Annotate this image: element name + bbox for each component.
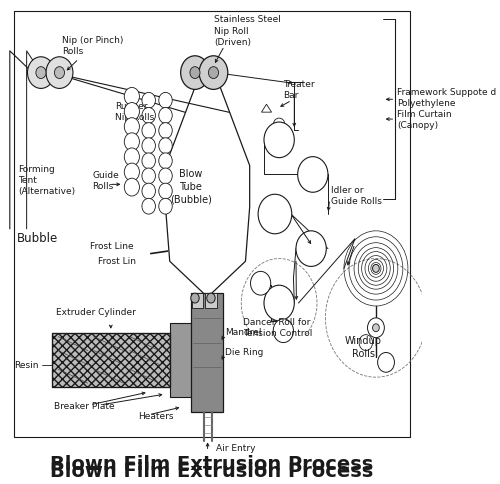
Text: Windup
Rolls: Windup Rolls — [345, 336, 382, 359]
Circle shape — [124, 88, 140, 105]
Circle shape — [159, 92, 172, 108]
Text: Resin: Resin — [14, 361, 38, 370]
Bar — [52, 333, 170, 387]
Circle shape — [142, 122, 156, 138]
Circle shape — [142, 168, 156, 184]
Circle shape — [190, 67, 200, 78]
Bar — [170, 323, 195, 397]
Circle shape — [372, 324, 380, 332]
Text: Frost Lin: Frost Lin — [98, 257, 136, 266]
Circle shape — [250, 272, 270, 295]
Bar — [191, 293, 222, 412]
Circle shape — [124, 103, 140, 121]
Circle shape — [258, 194, 292, 234]
Circle shape — [159, 183, 172, 199]
Circle shape — [296, 231, 326, 266]
Circle shape — [180, 56, 210, 90]
Text: Rubber
Nip Rolls: Rubber Nip Rolls — [115, 102, 154, 122]
Circle shape — [142, 183, 156, 199]
Text: Extruder Cylinder: Extruder Cylinder — [56, 308, 136, 318]
Text: Treater
Bar: Treater Bar — [284, 80, 315, 101]
Text: Blown Film Extrusion Process: Blown Film Extrusion Process — [50, 462, 374, 481]
Circle shape — [159, 107, 172, 123]
Text: Breaker Plate: Breaker Plate — [54, 402, 114, 411]
Bar — [52, 333, 170, 387]
Circle shape — [159, 122, 172, 138]
Circle shape — [264, 122, 294, 158]
Circle shape — [372, 264, 380, 272]
Text: Frost Line: Frost Line — [90, 242, 134, 251]
Circle shape — [124, 118, 140, 136]
Text: Blown Film Extrusion Process: Blown Film Extrusion Process — [50, 454, 374, 474]
Circle shape — [199, 56, 228, 90]
Circle shape — [378, 352, 394, 372]
Circle shape — [124, 133, 140, 151]
Circle shape — [46, 57, 73, 89]
Circle shape — [124, 163, 140, 181]
Circle shape — [207, 293, 215, 303]
Text: Mandrel: Mandrel — [226, 328, 262, 337]
Circle shape — [264, 285, 294, 321]
Text: Framework Suppote d
Polyethylene
Film Curtain
(Canopy): Framework Suppote d Polyethylene Film Cu… — [398, 88, 496, 130]
Circle shape — [368, 318, 384, 338]
Text: Dancer Roll for
Tension Control: Dancer Roll for Tension Control — [243, 318, 312, 338]
Text: Heaters: Heaters — [138, 412, 174, 421]
Text: Blow
Tube
(Bubble): Blow Tube (Bubble) — [170, 169, 211, 204]
Circle shape — [359, 334, 372, 350]
Bar — [205, 293, 217, 308]
Circle shape — [142, 92, 156, 108]
Circle shape — [208, 67, 218, 78]
Text: Bubble: Bubble — [16, 232, 58, 245]
Text: Die Ring: Die Ring — [226, 348, 264, 357]
Circle shape — [159, 153, 172, 169]
Circle shape — [124, 178, 140, 196]
Circle shape — [28, 57, 54, 89]
Circle shape — [159, 138, 172, 153]
Circle shape — [159, 198, 172, 214]
Circle shape — [54, 67, 64, 78]
Text: Nip (or Pinch)
Rolls: Nip (or Pinch) Rolls — [62, 36, 124, 56]
Circle shape — [159, 168, 172, 184]
Circle shape — [298, 157, 328, 192]
Circle shape — [142, 107, 156, 123]
Circle shape — [142, 153, 156, 169]
Text: Idler or
Guide Rolls: Idler or Guide Rolls — [332, 186, 382, 206]
Polygon shape — [262, 104, 272, 112]
Text: Stainless Steel
Nip Roll
(Driven): Stainless Steel Nip Roll (Driven) — [214, 15, 281, 46]
Circle shape — [124, 148, 140, 166]
Circle shape — [191, 293, 199, 303]
Circle shape — [273, 319, 293, 343]
Circle shape — [142, 138, 156, 153]
Text: Air Entry: Air Entry — [216, 444, 256, 453]
Text: Guide
Rolls: Guide Rolls — [92, 171, 119, 192]
Bar — [192, 293, 203, 308]
Circle shape — [36, 67, 46, 78]
Circle shape — [273, 118, 285, 132]
Text: Forming
Tent
(Alternative): Forming Tent (Alternative) — [18, 165, 76, 196]
Circle shape — [142, 198, 156, 214]
